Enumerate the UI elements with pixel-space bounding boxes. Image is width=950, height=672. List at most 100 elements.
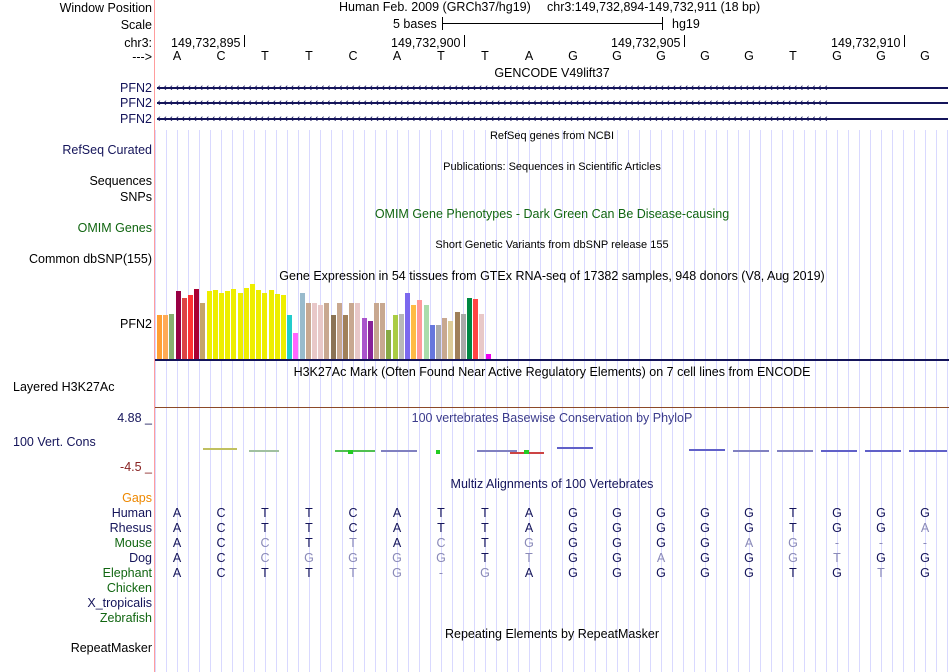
gtex-tissue-bar[interactable] xyxy=(238,293,243,359)
alignment-base: T xyxy=(481,536,489,550)
gtex-tissue-bar[interactable] xyxy=(163,315,168,359)
alignment-base: T xyxy=(789,506,797,520)
common-dbsnp-label[interactable]: Common dbSNP(155) xyxy=(29,252,152,266)
species-label-elephant[interactable]: Elephant xyxy=(102,566,152,580)
alignment-base: G xyxy=(568,566,578,580)
gtex-gene-label[interactable]: PFN2 xyxy=(120,317,152,331)
gtex-tissue-bar[interactable] xyxy=(331,315,336,359)
species-label-chicken[interactable]: Chicken xyxy=(106,581,152,595)
gtex-tissue-bar[interactable] xyxy=(393,315,398,359)
species-label-rhesus[interactable]: Rhesus xyxy=(109,521,152,535)
gtex-tissue-bar[interactable] xyxy=(250,284,255,359)
gtex-tissue-bar[interactable] xyxy=(411,305,416,359)
scale-text: 5 bases xyxy=(393,17,437,31)
species-label-mouse[interactable]: Mouse xyxy=(114,536,152,550)
gtex-tissue-bar[interactable] xyxy=(169,314,174,359)
coordinate-tick-3 xyxy=(684,35,685,47)
gtex-tissue-bar[interactable] xyxy=(461,314,466,359)
gtex-tissue-bar[interactable] xyxy=(324,303,329,359)
species-label-zebrafish[interactable]: Zebrafish xyxy=(99,611,152,625)
gencode-gene-label-3[interactable]: PFN2 xyxy=(120,112,152,126)
gtex-tissue-bar[interactable] xyxy=(337,303,342,359)
100-vert-cons-label[interactable]: 100 Vert. Cons xyxy=(13,435,96,449)
gtex-tissue-bar[interactable] xyxy=(355,303,360,359)
chrom-label: chr3: xyxy=(124,36,152,50)
gtex-tissue-bar[interactable] xyxy=(436,325,441,359)
cons-segment xyxy=(557,447,593,449)
gtex-tissue-bar[interactable] xyxy=(318,305,323,359)
gtex-tissue-bar[interactable] xyxy=(188,295,193,359)
alignment-base: A xyxy=(172,551,182,565)
layered-h3k27ac-label[interactable]: Layered H3K27Ac xyxy=(13,380,115,394)
gtex-tissue-bar[interactable] xyxy=(448,321,453,359)
gtex-tissue-bar[interactable] xyxy=(256,290,261,359)
alignment-base: G xyxy=(568,536,578,550)
gtex-tissue-bar[interactable] xyxy=(417,300,422,359)
alignment-base: G xyxy=(832,506,842,520)
gtex-tissue-bar[interactable] xyxy=(244,288,249,359)
species-label-human[interactable]: Human xyxy=(111,506,152,520)
gtex-tissue-bar[interactable] xyxy=(430,325,435,359)
gene-model-pfn2-1[interactable]: ‹‹‹‹‹‹‹‹‹‹‹‹‹‹‹‹‹‹‹‹‹‹‹‹‹‹‹‹‹‹‹‹‹‹‹‹‹‹‹‹… xyxy=(157,83,948,93)
gtex-tissue-bar[interactable] xyxy=(473,299,478,359)
alignment-base: T xyxy=(437,521,445,535)
gtex-tissue-bar[interactable] xyxy=(306,303,311,359)
gtex-tissue-bar[interactable] xyxy=(479,314,484,359)
strand-label: ---> xyxy=(132,50,152,64)
gtex-tissue-bar[interactable] xyxy=(194,289,199,359)
gtex-tissue-bar[interactable] xyxy=(262,293,267,359)
species-label-dog[interactable]: Dog xyxy=(129,551,152,565)
gtex-tissue-bar[interactable] xyxy=(157,315,162,359)
gtex-tissue-bar[interactable] xyxy=(312,303,317,359)
cons-segment xyxy=(249,450,279,452)
gtex-tissue-bar[interactable] xyxy=(281,295,286,359)
repeatmasker-label[interactable]: RepeatMasker xyxy=(70,641,152,655)
gtex-tissue-bar[interactable] xyxy=(207,291,212,359)
gtex-tissue-bar[interactable] xyxy=(442,318,447,359)
omim-track-title: OMIM Gene Phenotypes - Dark Green Can Be… xyxy=(374,207,730,221)
gtex-tissue-bar[interactable] xyxy=(275,294,280,359)
publications-sequences-label[interactable]: Sequences xyxy=(89,174,152,188)
gtex-tissue-bar[interactable] xyxy=(293,333,298,359)
publications-snps-label[interactable]: SNPs xyxy=(120,190,152,204)
gtex-tissue-bar[interactable] xyxy=(455,312,460,359)
phylop-track-title: 100 vertebrates Basewise Conservation by… xyxy=(411,411,693,425)
gtex-expression-chart[interactable] xyxy=(155,284,949,359)
phylop-conservation-wiggle[interactable] xyxy=(155,440,949,460)
gtex-tissue-bar[interactable] xyxy=(486,354,491,359)
refseq-curated-label[interactable]: RefSeq Curated xyxy=(62,143,152,157)
ref-base: C xyxy=(216,49,226,63)
gtex-tissue-bar[interactable] xyxy=(467,298,472,359)
coordinate-tick-4 xyxy=(904,35,905,47)
species-label-x_tropicalis[interactable]: X_tropicalis xyxy=(87,596,152,610)
gtex-tissue-bar[interactable] xyxy=(374,303,379,359)
gene-model-pfn2-3[interactable]: ‹‹‹‹‹‹‹‹‹‹‹‹‹‹‹‹‹‹‹‹‹‹‹‹‹‹‹‹‹‹‹‹‹‹‹‹‹‹‹‹… xyxy=(157,114,948,124)
coordinate-tick-2 xyxy=(464,35,465,47)
gtex-tissue-bar[interactable] xyxy=(219,293,224,359)
gtex-tissue-bar[interactable] xyxy=(380,303,385,359)
gtex-tissue-bar[interactable] xyxy=(287,315,292,359)
gtex-tissue-bar[interactable] xyxy=(231,289,236,359)
alignment-base: T xyxy=(789,521,797,535)
gtex-tissue-bar[interactable] xyxy=(362,318,367,359)
gtex-tissue-bar[interactable] xyxy=(424,305,429,359)
gtex-tissue-bar[interactable] xyxy=(343,315,348,359)
gene-model-pfn2-2[interactable]: ‹‹‹‹‹‹‹‹‹‹‹‹‹‹‹‹‹‹‹‹‹‹‹‹‹‹‹‹‹‹‹‹‹‹‹‹‹‹‹‹… xyxy=(157,98,948,108)
gtex-tissue-bar[interactable] xyxy=(368,321,373,359)
gencode-gene-label-1[interactable]: PFN2 xyxy=(120,81,152,95)
gaps-label[interactable]: Gaps xyxy=(122,491,152,505)
gtex-tissue-bar[interactable] xyxy=(399,314,404,359)
gtex-tissue-bar[interactable] xyxy=(349,303,354,359)
gtex-tissue-bar[interactable] xyxy=(386,330,391,359)
gencode-gene-label-2[interactable]: PFN2 xyxy=(120,96,152,110)
gtex-tissue-bar[interactable] xyxy=(182,298,187,359)
gtex-tissue-bar[interactable] xyxy=(176,291,181,359)
gtex-tissue-bar[interactable] xyxy=(213,290,218,359)
gtex-tissue-bar[interactable] xyxy=(225,291,230,359)
gtex-tissue-bar[interactable] xyxy=(200,303,205,359)
gtex-tissue-bar[interactable] xyxy=(300,293,305,359)
gtex-tissue-bar[interactable] xyxy=(269,290,274,359)
gtex-tissue-bar[interactable] xyxy=(405,293,410,359)
omim-genes-label[interactable]: OMIM Genes xyxy=(77,221,152,235)
genome-position[interactable]: chr3:149,732,894-149,732,911 (18 bp) xyxy=(547,0,761,14)
